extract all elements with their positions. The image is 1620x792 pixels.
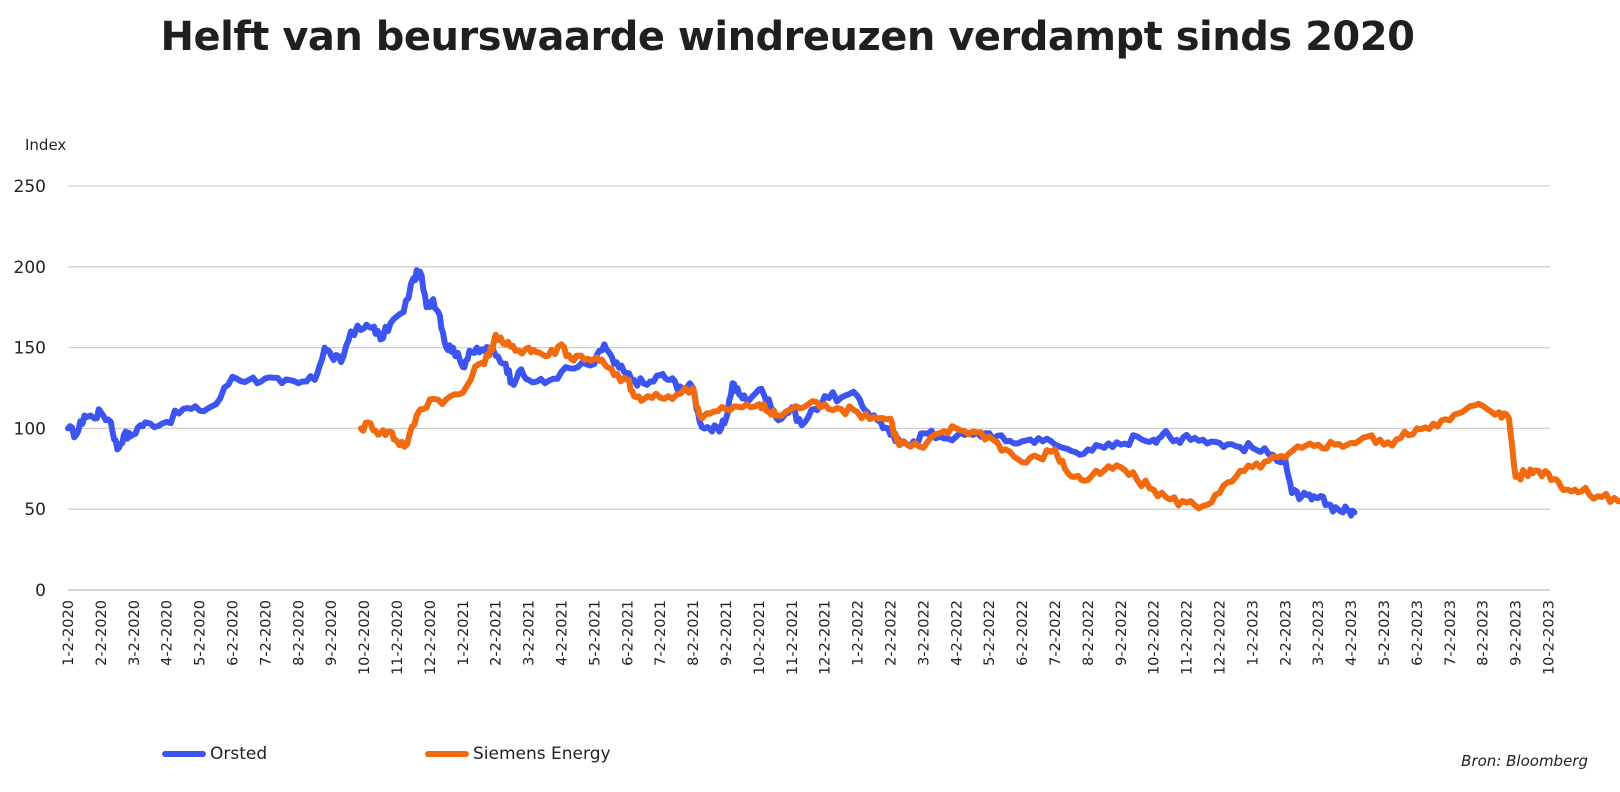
x-tick-label: 1-2-2022 — [851, 600, 867, 666]
legend-item-orsted: Orsted — [162, 742, 267, 766]
x-tick-label: 5-2-2023 — [1377, 600, 1393, 666]
x-tick-label: 8-2-2023 — [1476, 600, 1492, 666]
x-tick-label: 6-2-2021 — [620, 600, 636, 666]
x-tick-label: 8-2-2022 — [1081, 600, 1097, 666]
x-tick-label: 3-2-2021 — [522, 600, 538, 666]
x-tick-label: 2-2-2021 — [489, 600, 505, 666]
x-tick-label: 1-2-2023 — [1245, 600, 1261, 666]
x-tick-label: 4-2-2020 — [160, 600, 176, 666]
y-axis-label: Index — [25, 136, 67, 154]
x-tick-label: 10-2-2020 — [357, 600, 373, 675]
x-tick-label: 8-2-2020 — [291, 600, 307, 666]
source-note: Bron: Bloomberg — [1461, 752, 1588, 770]
x-tick-label: 10-2-2023 — [1542, 600, 1558, 675]
x-tick-label: 1-2-2020 — [61, 600, 77, 666]
x-tick-label: 1-2-2021 — [456, 600, 472, 666]
x-tick-label: 9-2-2020 — [324, 600, 340, 666]
series-line-siemens-energy — [357, 331, 1620, 512]
x-tick-label: 12-2-2021 — [818, 600, 834, 675]
y-tick-label: 100 — [14, 419, 46, 439]
x-tick-label: 10-2-2022 — [1147, 600, 1163, 675]
legend-label-orsted: Orsted — [210, 744, 268, 764]
series-line-orsted — [65, 267, 1358, 519]
x-tick-label: 2-2-2022 — [884, 600, 900, 666]
y-tick-label: 150 — [14, 339, 46, 359]
x-tick-label: 4-2-2023 — [1344, 600, 1360, 666]
x-tick-label: 7-2-2021 — [653, 600, 669, 666]
x-tick-label: 7-2-2020 — [258, 600, 274, 666]
legend-item-siemens-energy: Siemens Energy — [425, 742, 611, 766]
x-tick-label: 4-2-2021 — [555, 600, 571, 666]
y-tick-label: 200 — [14, 258, 46, 278]
x-tick-label: 12-2-2022 — [1213, 600, 1229, 675]
x-tick-label: 5-2-2021 — [587, 600, 603, 666]
x-tick-label: 9-2-2022 — [1114, 600, 1130, 666]
x-tick-label: 7-2-2022 — [1048, 600, 1064, 666]
legend-label-siemens-energy: Siemens Energy — [473, 744, 611, 764]
x-tick-label: 2-2-2020 — [94, 600, 110, 666]
x-tick-label: 3-2-2020 — [127, 600, 143, 666]
chart-title: Helft van beurswaarde windreuzen verdamp… — [160, 14, 1415, 60]
x-tick-label: 9-2-2021 — [719, 600, 735, 666]
x-tick-label: 3-2-2022 — [916, 600, 932, 666]
x-tick-label: 6-2-2020 — [226, 600, 242, 666]
x-tick-label: 11-2-2022 — [1180, 600, 1196, 675]
x-tick-label: 5-2-2022 — [982, 600, 998, 666]
x-tick-label: 12-2-2020 — [423, 600, 439, 675]
x-tick-label: 10-2-2021 — [752, 600, 768, 675]
x-tick-label: 8-2-2021 — [686, 600, 702, 666]
x-tick-label: 11-2-2020 — [390, 600, 406, 675]
y-tick-label: 50 — [24, 500, 46, 520]
x-tick-label: 2-2-2023 — [1278, 600, 1294, 666]
x-tick-label: 5-2-2020 — [193, 600, 209, 666]
x-tick-label: 11-2-2021 — [785, 600, 801, 675]
x-tick-label: 4-2-2022 — [949, 600, 965, 666]
y-tick-label: 250 — [14, 177, 46, 197]
x-tick-label: 3-2-2023 — [1311, 600, 1327, 666]
x-tick-label: 9-2-2023 — [1509, 600, 1525, 666]
legend-swatch-siemens-energy — [425, 751, 469, 757]
x-tick-label: 6-2-2022 — [1015, 600, 1031, 666]
x-tick-label: 6-2-2023 — [1410, 600, 1426, 666]
legend-swatch-orsted — [162, 751, 206, 757]
y-tick-label: 0 — [35, 581, 46, 601]
x-tick-label: 7-2-2023 — [1443, 600, 1459, 666]
